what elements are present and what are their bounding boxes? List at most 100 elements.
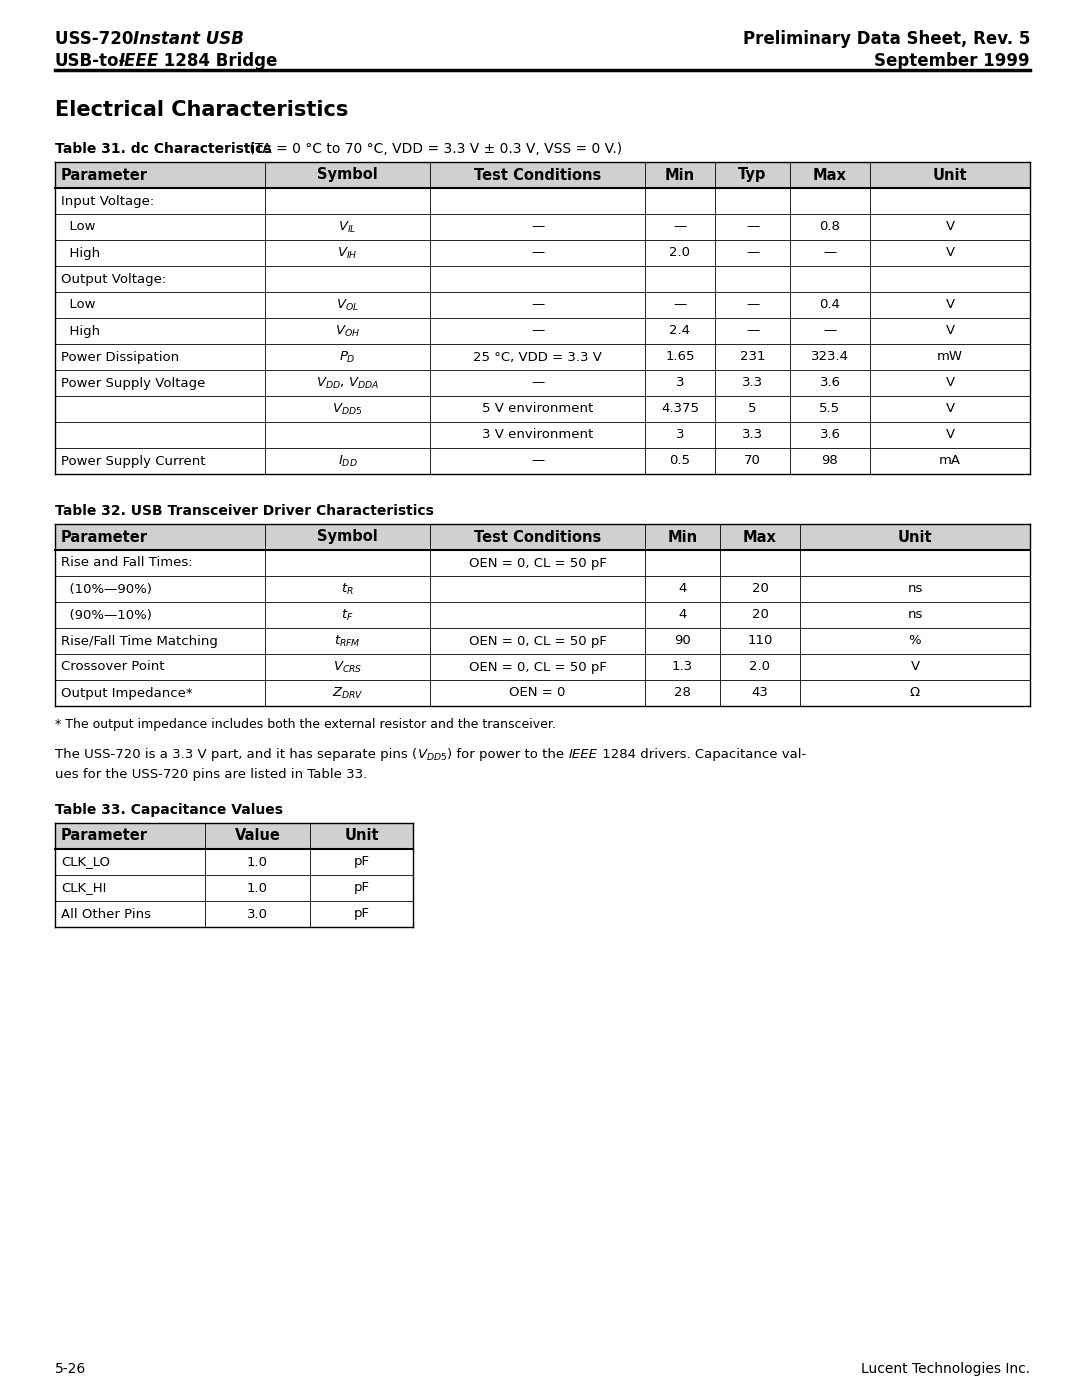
Bar bbox=[55, 823, 413, 849]
Text: Parameter: Parameter bbox=[60, 828, 148, 844]
Text: USS-720: USS-720 bbox=[55, 29, 139, 47]
Text: 25 °C, VDD = 3.3 V: 25 °C, VDD = 3.3 V bbox=[473, 351, 602, 363]
Text: —: — bbox=[823, 324, 837, 338]
Text: —: — bbox=[746, 246, 759, 260]
Text: $V_{CRS}$: $V_{CRS}$ bbox=[333, 659, 362, 675]
Text: September 1999: September 1999 bbox=[875, 52, 1030, 70]
Text: $V_{IH}$: $V_{IH}$ bbox=[337, 246, 357, 261]
Text: CLK_HI: CLK_HI bbox=[60, 882, 106, 894]
Text: Output Impedance*: Output Impedance* bbox=[60, 686, 192, 700]
Text: 20: 20 bbox=[752, 609, 769, 622]
Text: V: V bbox=[945, 246, 955, 260]
Text: Table 31. dc Characteristics: Table 31. dc Characteristics bbox=[55, 142, 272, 156]
Text: 1284 Bridge: 1284 Bridge bbox=[158, 52, 278, 70]
Text: Lucent Technologies Inc.: Lucent Technologies Inc. bbox=[861, 1362, 1030, 1376]
Text: —: — bbox=[746, 221, 759, 233]
Text: V: V bbox=[945, 377, 955, 390]
Text: 3.6: 3.6 bbox=[820, 377, 840, 390]
Text: Power Supply Current: Power Supply Current bbox=[60, 454, 205, 468]
Text: OEN = 0, CL = 50 pF: OEN = 0, CL = 50 pF bbox=[469, 661, 607, 673]
Text: $P_D$: $P_D$ bbox=[339, 349, 355, 365]
Text: 3.3: 3.3 bbox=[742, 377, 764, 390]
Text: Parameter: Parameter bbox=[60, 168, 148, 183]
Text: USB-to-: USB-to- bbox=[55, 52, 126, 70]
Bar bbox=[55, 524, 1030, 550]
Text: Typ: Typ bbox=[739, 168, 767, 183]
Text: 2.0: 2.0 bbox=[670, 246, 690, 260]
Text: Value: Value bbox=[234, 828, 281, 844]
Text: Parameter: Parameter bbox=[60, 529, 148, 545]
Text: OEN = 0, CL = 50 pF: OEN = 0, CL = 50 pF bbox=[469, 634, 607, 647]
Text: Test Conditions: Test Conditions bbox=[474, 529, 602, 545]
Text: Unit: Unit bbox=[897, 529, 932, 545]
Text: 0.8: 0.8 bbox=[820, 221, 840, 233]
Text: 5-26: 5-26 bbox=[55, 1362, 86, 1376]
Text: ues for the USS-720 pins are listed in Table 33.: ues for the USS-720 pins are listed in T… bbox=[55, 768, 367, 781]
Text: $t_{RFM}$: $t_{RFM}$ bbox=[334, 633, 361, 648]
Text: %: % bbox=[908, 634, 921, 647]
Text: $V_{DD5}$: $V_{DD5}$ bbox=[333, 401, 363, 416]
Text: —: — bbox=[823, 246, 837, 260]
Bar bbox=[55, 162, 1030, 189]
Text: 3.6: 3.6 bbox=[820, 429, 840, 441]
Text: $V_{DD5}$: $V_{DD5}$ bbox=[417, 747, 447, 763]
Text: 1.3: 1.3 bbox=[672, 661, 693, 673]
Text: $I_{DD}$: $I_{DD}$ bbox=[338, 454, 357, 468]
Text: $V_{DD}$, $V_{DDA}$: $V_{DD}$, $V_{DDA}$ bbox=[316, 376, 379, 391]
Text: V: V bbox=[945, 299, 955, 312]
Text: Unit: Unit bbox=[933, 168, 968, 183]
Text: —: — bbox=[531, 221, 544, 233]
Text: 28: 28 bbox=[674, 686, 691, 700]
Text: V: V bbox=[945, 324, 955, 338]
Text: $Z_{DRV}$: $Z_{DRV}$ bbox=[332, 686, 363, 700]
Text: 90: 90 bbox=[674, 634, 691, 647]
Text: High: High bbox=[60, 246, 100, 260]
Text: 43: 43 bbox=[752, 686, 769, 700]
Text: —: — bbox=[673, 221, 687, 233]
Text: 20: 20 bbox=[752, 583, 769, 595]
Text: —: — bbox=[746, 324, 759, 338]
Text: IEEE: IEEE bbox=[569, 747, 598, 761]
Text: —: — bbox=[531, 454, 544, 468]
Text: $t_R$: $t_R$ bbox=[341, 581, 354, 597]
Text: pF: pF bbox=[353, 855, 369, 869]
Text: 323.4: 323.4 bbox=[811, 351, 849, 363]
Text: Low: Low bbox=[60, 299, 95, 312]
Text: Low: Low bbox=[60, 221, 95, 233]
Text: Table 32. USB Transceiver Driver Characteristics: Table 32. USB Transceiver Driver Charact… bbox=[55, 504, 434, 518]
Text: Rise and Fall Times:: Rise and Fall Times: bbox=[60, 556, 192, 570]
Text: $V_{OL}$: $V_{OL}$ bbox=[336, 298, 359, 313]
Text: V: V bbox=[945, 221, 955, 233]
Text: —: — bbox=[673, 299, 687, 312]
Text: (TA = 0 °C to 70 °C, VDD = 3.3 V ± 0.3 V, VSS = 0 V.): (TA = 0 °C to 70 °C, VDD = 3.3 V ± 0.3 V… bbox=[245, 142, 622, 156]
Text: 3: 3 bbox=[676, 377, 685, 390]
Text: $V_{OH}$: $V_{OH}$ bbox=[335, 324, 360, 338]
Text: 3.3: 3.3 bbox=[742, 429, 764, 441]
Text: 70: 70 bbox=[744, 454, 761, 468]
Text: Rise/Fall Time Matching: Rise/Fall Time Matching bbox=[60, 634, 218, 647]
Text: Preliminary Data Sheet, Rev. 5: Preliminary Data Sheet, Rev. 5 bbox=[743, 29, 1030, 47]
Text: Electrical Characteristics: Electrical Characteristics bbox=[55, 101, 349, 120]
Text: Table 33. Capacitance Values: Table 33. Capacitance Values bbox=[55, 803, 283, 817]
Text: 98: 98 bbox=[822, 454, 838, 468]
Text: —: — bbox=[531, 324, 544, 338]
Text: IEEE: IEEE bbox=[119, 52, 159, 70]
Text: Crossover Point: Crossover Point bbox=[60, 661, 164, 673]
Text: —: — bbox=[531, 246, 544, 260]
Text: High: High bbox=[60, 324, 100, 338]
Text: 0.5: 0.5 bbox=[670, 454, 690, 468]
Text: 1.0: 1.0 bbox=[247, 882, 268, 894]
Text: 5.5: 5.5 bbox=[820, 402, 840, 415]
Text: 3 V environment: 3 V environment bbox=[482, 429, 593, 441]
Text: ns: ns bbox=[907, 583, 922, 595]
Text: (10%—90%): (10%—90%) bbox=[60, 583, 152, 595]
Text: The USS-720 is a 3.3 V part, and it has separate pins (: The USS-720 is a 3.3 V part, and it has … bbox=[55, 747, 417, 761]
Text: 1284 drivers. Capacitance val-: 1284 drivers. Capacitance val- bbox=[598, 747, 806, 761]
Text: OEN = 0: OEN = 0 bbox=[510, 686, 566, 700]
Text: 4.375: 4.375 bbox=[661, 402, 699, 415]
Text: ns: ns bbox=[907, 609, 922, 622]
Text: 1.0: 1.0 bbox=[247, 855, 268, 869]
Text: Symbol: Symbol bbox=[318, 529, 378, 545]
Text: $t_F$: $t_F$ bbox=[341, 608, 354, 623]
Text: Unit: Unit bbox=[345, 828, 379, 844]
